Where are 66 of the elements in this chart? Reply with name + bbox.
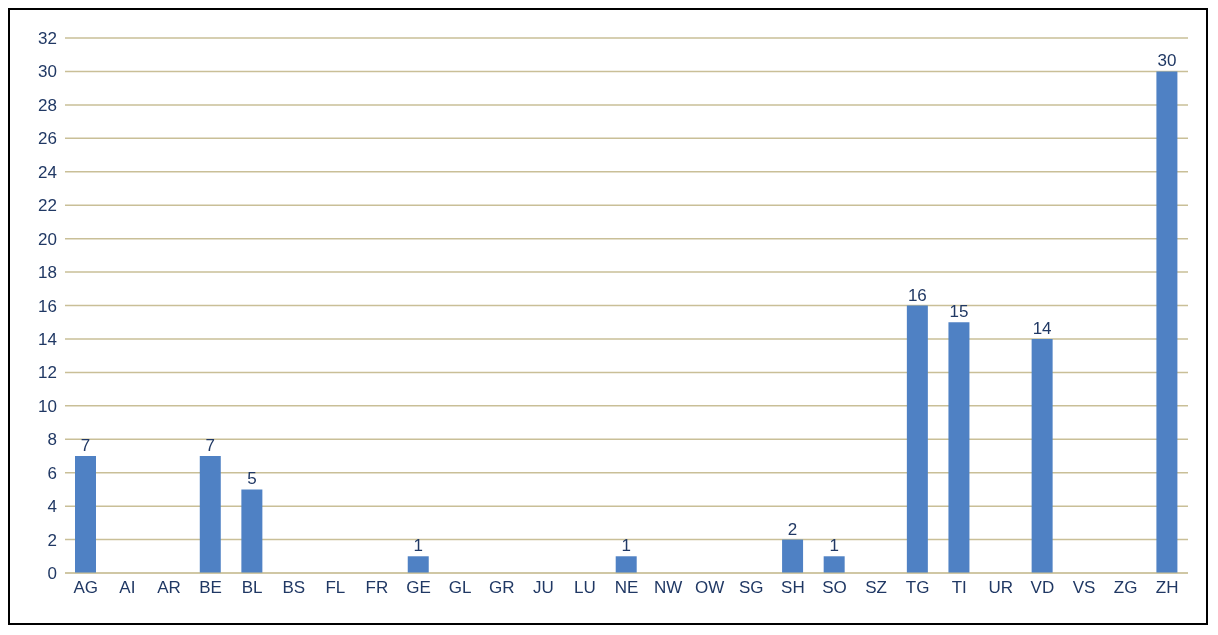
x-tick-label: SO (822, 578, 847, 598)
x-tick-label: GR (488, 578, 515, 598)
x-tick-label: GL (448, 578, 472, 598)
x-tick-label: ZG (1113, 578, 1138, 598)
bar (948, 322, 970, 573)
x-tick-label: BS (282, 578, 306, 598)
y-tick-label: 20 (38, 229, 57, 249)
data-label: 30 (1157, 51, 1177, 71)
x-tick-label: SG (739, 578, 764, 598)
y-tick-label: 14 (38, 329, 57, 349)
data-label: 2 (787, 519, 798, 539)
data-label: 16 (907, 285, 927, 305)
x-tick-label: NW (653, 578, 683, 598)
y-tick-label: 2 (47, 530, 57, 550)
data-label: 5 (247, 469, 257, 489)
x-tick-label: VD (1030, 578, 1055, 598)
bar (1156, 71, 1178, 573)
x-tick-label: TG (905, 578, 930, 598)
y-tick-label: 24 (38, 162, 57, 182)
data-label: 7 (205, 435, 216, 455)
x-tick-label: JU (532, 578, 554, 598)
y-tick-label: 0 (47, 564, 57, 584)
x-tick-label: FR (365, 578, 389, 598)
x-tick-label: ZH (1155, 578, 1179, 598)
bar (1031, 338, 1053, 573)
y-tick-label: 8 (47, 430, 57, 450)
data-label: 7 (80, 435, 91, 455)
bar (241, 489, 263, 573)
y-tick-label: 10 (38, 396, 57, 416)
y-tick-label: 26 (38, 129, 57, 149)
data-label: 1 (829, 536, 839, 556)
bar (199, 455, 221, 573)
bar (823, 556, 845, 573)
bar (615, 556, 637, 573)
x-tick-label: TI (951, 578, 967, 598)
x-tick-label: SH (781, 578, 805, 598)
x-tick-label: LU (574, 578, 596, 598)
x-tick-label: AG (73, 578, 99, 598)
x-tick-label: AI (119, 578, 136, 598)
y-tick-label: 16 (38, 296, 57, 316)
bar (407, 556, 429, 573)
y-tick-label: 6 (47, 463, 57, 483)
bar (906, 305, 928, 573)
y-tick-label: 18 (38, 263, 57, 283)
x-tick-label: NE (614, 578, 639, 598)
data-label: 15 (949, 302, 969, 322)
bar (782, 539, 804, 573)
bar (75, 455, 96, 573)
x-tick-label: VS (1072, 578, 1096, 598)
data-label: 1 (621, 536, 631, 556)
data-label: 14 (1032, 318, 1052, 338)
y-tick-label: 22 (38, 196, 57, 216)
x-tick-label: GE (406, 578, 431, 598)
y-tick-label: 28 (38, 95, 57, 115)
x-tick-label: BL (241, 578, 263, 598)
y-tick-label: 32 (38, 29, 57, 49)
x-tick-label: AR (157, 578, 181, 598)
x-tick-label: FL (325, 578, 346, 598)
x-tick-label: OW (695, 578, 725, 598)
x-tick-label: SZ (865, 578, 887, 598)
x-tick-label: BE (199, 578, 222, 598)
data-label: 1 (413, 536, 423, 556)
y-tick-label: 12 (38, 363, 57, 383)
y-tick-label: 4 (47, 497, 57, 517)
x-tick-label: UR (988, 578, 1014, 598)
y-tick-label: 30 (38, 62, 57, 82)
